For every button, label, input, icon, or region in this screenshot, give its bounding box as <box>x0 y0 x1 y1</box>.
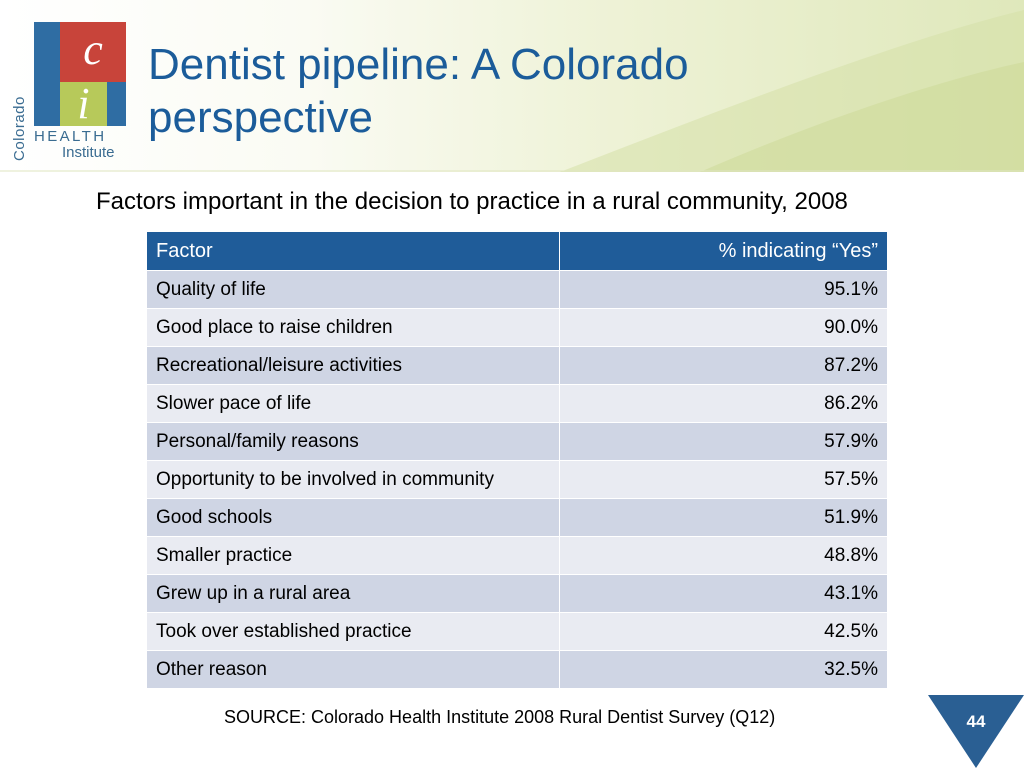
logo-health-text: HEALTH <box>34 128 107 145</box>
percent-cell: 42.5% <box>559 612 888 651</box>
table-row: Slower pace of life 86.2% <box>146 384 888 423</box>
percent-cell: 51.9% <box>559 498 888 537</box>
percent-cell: 57.5% <box>559 460 888 499</box>
table-row: Recreational/leisure activities 87.2% <box>146 346 888 385</box>
logo-blue-bar-right <box>107 82 126 126</box>
percent-cell: 48.8% <box>559 536 888 575</box>
table-row: Quality of life 95.1% <box>146 270 888 309</box>
factor-cell: Personal/family reasons <box>146 422 560 461</box>
page-number: 44 <box>966 712 986 731</box>
factor-cell: Good schools <box>146 498 560 537</box>
factor-cell: Opportunity to be involved in community <box>146 460 560 499</box>
page-marker-triangle <box>928 695 1024 768</box>
logo-c-block: c <box>60 22 126 82</box>
factor-cell: Other reason <box>146 650 560 689</box>
logo-blue-bar-left <box>34 22 60 126</box>
source-note: SOURCE: Colorado Health Institute 2008 R… <box>224 707 776 727</box>
table-row: Good place to raise children 90.0% <box>146 308 888 347</box>
percent-cell: 95.1% <box>559 270 888 309</box>
factor-cell: Slower pace of life <box>146 384 560 423</box>
header-percent-yes: % indicating “Yes” <box>559 231 888 271</box>
factor-cell: Recreational/leisure activities <box>146 346 560 385</box>
percent-cell: 86.2% <box>559 384 888 423</box>
factor-cell: Grew up in a rural area <box>146 574 560 613</box>
header-swoosh <box>0 10 1024 172</box>
slide-subtitle: Factors important in the decision to pra… <box>96 188 848 215</box>
logo-colorado-text: Colorado <box>11 96 28 161</box>
percent-cell: 32.5% <box>559 650 888 689</box>
factors-table: Factor % indicating “Yes” Quality of lif… <box>146 231 888 689</box>
logo-i-block: i <box>60 82 107 126</box>
slide-title: Dentist pipeline: A Colorado perspective <box>148 40 689 142</box>
colorado-health-institute-logo: Colorado c i HEALTH Institute <box>8 16 132 162</box>
table-header-row: Factor % indicating “Yes” <box>146 231 888 271</box>
table-row: Good schools 51.9% <box>146 498 888 537</box>
table-row: Personal/family reasons 57.9% <box>146 422 888 461</box>
factor-cell: Good place to raise children <box>146 308 560 347</box>
percent-cell: 57.9% <box>559 422 888 461</box>
header-factor: Factor <box>146 231 560 271</box>
table-row: Opportunity to be involved in community … <box>146 460 888 499</box>
table-row: Smaller practice 48.8% <box>146 536 888 575</box>
table-row: Other reason 32.5% <box>146 650 888 689</box>
percent-cell: 87.2% <box>559 346 888 385</box>
factor-cell: Smaller practice <box>146 536 560 575</box>
factor-cell: Quality of life <box>146 270 560 309</box>
table-row: Took over established practice 42.5% <box>146 612 888 651</box>
percent-cell: 43.1% <box>559 574 888 613</box>
percent-cell: 90.0% <box>559 308 888 347</box>
table-row: Grew up in a rural area 43.1% <box>146 574 888 613</box>
logo-institute-text: Institute <box>62 144 115 161</box>
factor-cell: Took over established practice <box>146 612 560 651</box>
